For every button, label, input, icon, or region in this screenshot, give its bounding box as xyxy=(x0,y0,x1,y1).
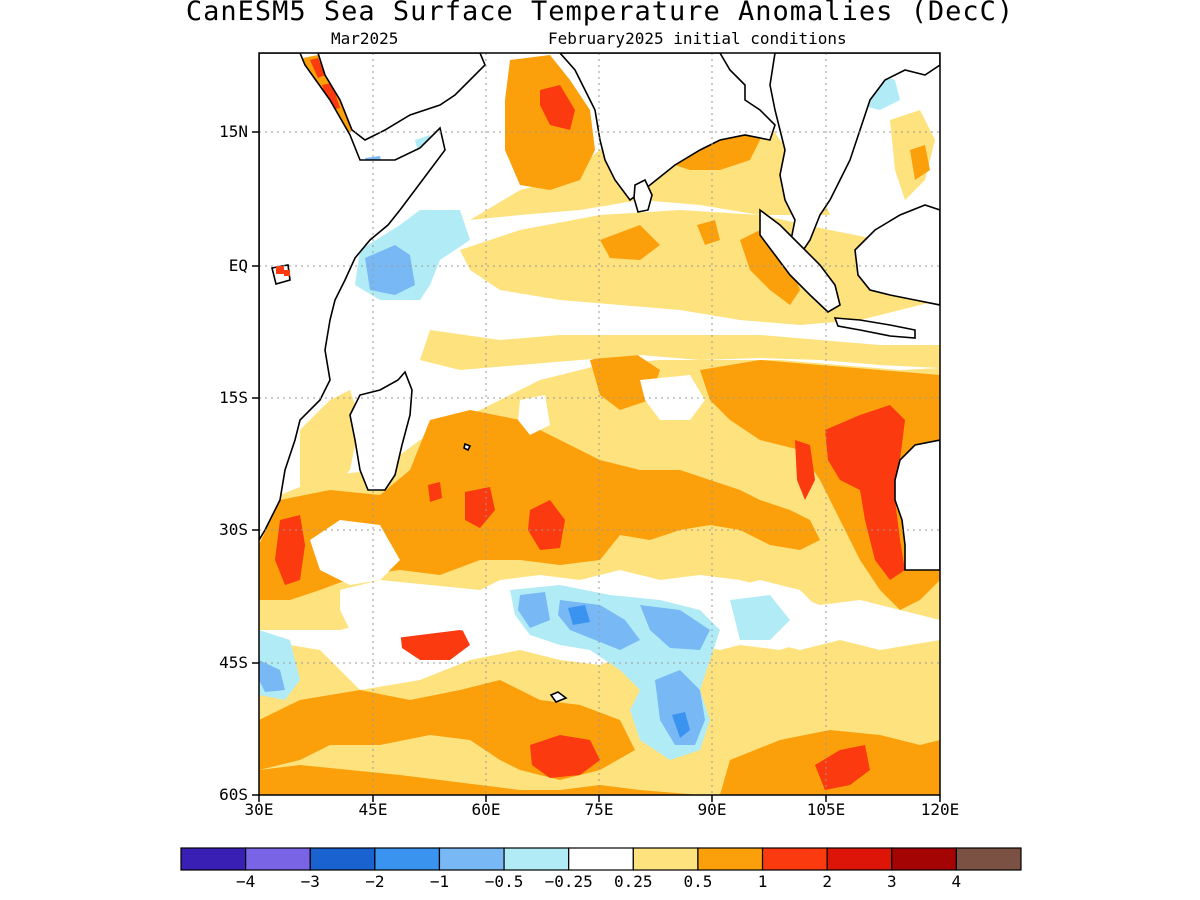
legend-swatch xyxy=(761,847,828,871)
legend-label: 0.25 xyxy=(614,872,653,891)
legend-swatch xyxy=(503,847,570,871)
legend-swatch xyxy=(891,847,957,871)
anomaly-region-cool xyxy=(730,595,790,640)
legend-label: −0.25 xyxy=(544,872,593,891)
anomaly-region-mozambique xyxy=(300,390,360,490)
legend-swatch xyxy=(180,847,247,871)
island xyxy=(463,442,472,452)
java-landmass xyxy=(833,317,916,339)
india-landmass xyxy=(558,53,776,202)
anomaly-region-equatorial-orange xyxy=(740,230,800,305)
legend-label: −3 xyxy=(300,872,320,891)
legend-label: 1 xyxy=(757,872,768,891)
lon-label: 60E xyxy=(471,800,501,819)
anomaly-region-subtropic-red xyxy=(428,482,442,502)
anomaly-region-subtropic-orange xyxy=(590,350,660,410)
anomaly-region-cool xyxy=(518,592,550,628)
legend-label: −4 xyxy=(235,872,256,891)
anomaly-region-equatorial-orange xyxy=(600,225,660,260)
arabia-landmass xyxy=(317,53,486,141)
africa-landmass xyxy=(259,53,446,542)
lat-label: EQ xyxy=(228,256,248,275)
gridlines xyxy=(259,53,940,795)
lake-anomaly xyxy=(284,270,290,276)
anomaly-region-subtropic-orange xyxy=(259,410,820,600)
anomaly-region-subtropic-red xyxy=(465,487,495,528)
lon-label: 30E xyxy=(244,800,274,819)
lat-label: 30S xyxy=(219,520,248,539)
australia-landmass xyxy=(894,439,940,571)
legend-swatch xyxy=(568,847,634,871)
anomaly-region-subtropic-red xyxy=(275,515,305,585)
lat-label: 15N xyxy=(219,122,248,141)
anomaly-region-red-sea xyxy=(322,83,340,110)
lat-label: 45S xyxy=(219,653,248,672)
anomaly-region-neutral xyxy=(518,395,550,435)
color-legend xyxy=(180,847,1022,871)
lon-label: 90E xyxy=(697,800,727,819)
legend-label: −0.5 xyxy=(484,872,524,891)
anomaly-region-cool xyxy=(655,670,705,745)
sri-lanka-landmass xyxy=(633,178,653,213)
anomaly-region-equatorial-red xyxy=(540,85,575,130)
lon-label: 45E xyxy=(358,800,388,819)
sumatra-landmass xyxy=(759,208,841,313)
land-masses xyxy=(259,53,940,703)
legend-swatch xyxy=(245,847,311,871)
anomaly-region-cool xyxy=(568,605,590,625)
initial-conditions: February2025 initial conditions xyxy=(548,29,847,48)
anomaly-region-equatorial-orange xyxy=(697,220,720,245)
legend-swatch xyxy=(632,847,699,871)
chart-title: CanESM5 Sea Surface Temperature Anomalie… xyxy=(185,0,1015,27)
anomaly-region-cool xyxy=(672,712,690,738)
anomaly-region-subtropic-red xyxy=(795,440,815,500)
madagascar-landmass xyxy=(349,370,413,491)
legend-label: 0.5 xyxy=(683,872,713,891)
legend-swatch xyxy=(955,847,1022,871)
legend-swatch xyxy=(697,847,764,871)
legend-label: 3 xyxy=(886,872,897,891)
anomaly-region-subtropic-red xyxy=(825,405,905,580)
anomaly-region-cool xyxy=(365,245,415,295)
anomaly-region-scs xyxy=(910,145,930,180)
lat-label: 60S xyxy=(219,785,248,804)
anomaly-region-south-orange xyxy=(259,765,700,795)
lake-anomaly xyxy=(276,266,284,274)
lat-label: 15S xyxy=(219,388,248,407)
legend-label: 2 xyxy=(822,872,832,891)
anomaly-region-neutral xyxy=(310,520,400,585)
lon-label: 120E xyxy=(920,800,960,819)
anomaly-region-yellow xyxy=(420,330,940,370)
borneo-landmass xyxy=(854,204,940,306)
legend-label: −2 xyxy=(365,872,385,891)
legend-swatch xyxy=(309,847,376,871)
legend-swatch xyxy=(826,847,893,871)
anomaly-region-south-red xyxy=(815,745,870,790)
legend-label: −1 xyxy=(429,872,450,891)
anomaly-region-cool xyxy=(640,605,710,650)
anomaly-region-neutral xyxy=(640,375,705,420)
legend-swatch xyxy=(438,847,505,871)
legend-swatch xyxy=(374,847,441,871)
anomaly-region-red-sea xyxy=(310,58,325,78)
anomaly-region-subtropic-red xyxy=(528,500,565,550)
axis-ticks xyxy=(252,131,941,802)
legend-label: 4 xyxy=(951,872,962,891)
anomaly-region-south-red xyxy=(530,735,600,778)
anomaly-region-cool xyxy=(259,660,285,692)
lon-label: 105E xyxy=(806,800,846,819)
island xyxy=(549,691,568,703)
valid-month: Mar2025 xyxy=(331,29,399,48)
southeast-asia-landmass xyxy=(769,53,940,257)
lon-label: 75E xyxy=(584,800,614,819)
